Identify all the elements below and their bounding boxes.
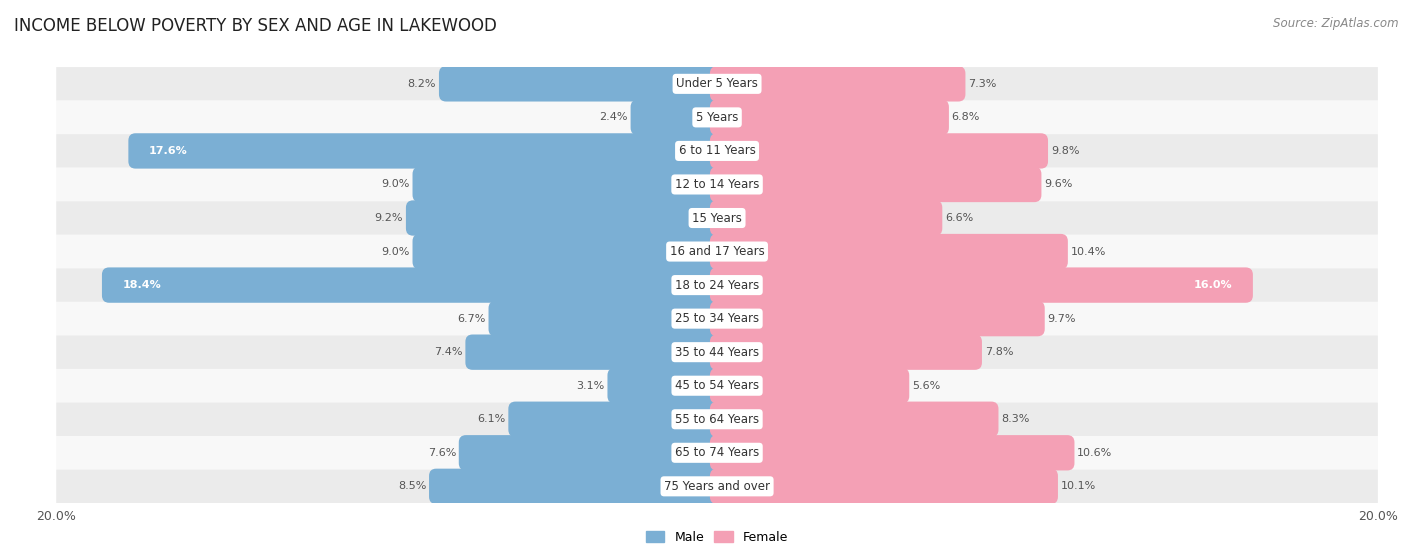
Text: 10.1%: 10.1% [1060,481,1095,491]
FancyBboxPatch shape [103,267,724,303]
FancyBboxPatch shape [406,200,724,236]
Text: 6.7%: 6.7% [457,314,486,324]
FancyBboxPatch shape [56,268,1378,302]
FancyBboxPatch shape [710,435,1074,471]
FancyBboxPatch shape [710,301,1045,337]
FancyBboxPatch shape [412,167,724,202]
FancyBboxPatch shape [710,468,1057,504]
Text: 8.2%: 8.2% [408,79,436,89]
FancyBboxPatch shape [710,368,910,404]
FancyBboxPatch shape [710,167,1042,202]
Text: 10.6%: 10.6% [1077,448,1112,458]
FancyBboxPatch shape [56,101,1378,134]
Text: 55 to 64 Years: 55 to 64 Years [675,413,759,426]
Text: 25 to 34 Years: 25 to 34 Years [675,312,759,325]
FancyBboxPatch shape [56,369,1378,402]
Text: 18 to 24 Years: 18 to 24 Years [675,278,759,292]
Text: Under 5 Years: Under 5 Years [676,77,758,91]
Text: 9.7%: 9.7% [1047,314,1076,324]
Text: 15 Years: 15 Years [692,211,742,225]
FancyBboxPatch shape [56,134,1378,168]
Text: 45 to 54 Years: 45 to 54 Years [675,379,759,392]
FancyBboxPatch shape [56,436,1378,470]
FancyBboxPatch shape [412,234,724,269]
Legend: Male, Female: Male, Female [641,526,793,549]
FancyBboxPatch shape [710,234,1067,269]
Text: 65 to 74 Years: 65 to 74 Years [675,446,759,459]
Text: 18.4%: 18.4% [122,280,162,290]
Text: 6.6%: 6.6% [945,213,973,223]
FancyBboxPatch shape [458,435,724,471]
FancyBboxPatch shape [56,302,1378,335]
FancyBboxPatch shape [710,200,942,236]
Text: Source: ZipAtlas.com: Source: ZipAtlas.com [1274,17,1399,30]
Text: 16.0%: 16.0% [1194,280,1233,290]
FancyBboxPatch shape [429,468,724,504]
Text: 9.6%: 9.6% [1045,179,1073,190]
FancyBboxPatch shape [56,335,1378,369]
FancyBboxPatch shape [128,133,724,169]
Text: 7.6%: 7.6% [427,448,456,458]
Text: 9.0%: 9.0% [381,179,409,190]
FancyBboxPatch shape [488,301,724,337]
FancyBboxPatch shape [710,401,998,437]
Text: 2.4%: 2.4% [599,112,628,122]
FancyBboxPatch shape [56,470,1378,503]
FancyBboxPatch shape [56,235,1378,268]
FancyBboxPatch shape [56,67,1378,101]
FancyBboxPatch shape [607,368,724,404]
Text: 5 Years: 5 Years [696,111,738,124]
Text: 6.8%: 6.8% [952,112,980,122]
FancyBboxPatch shape [710,133,1047,169]
Text: 8.3%: 8.3% [1001,414,1029,424]
Text: INCOME BELOW POVERTY BY SEX AND AGE IN LAKEWOOD: INCOME BELOW POVERTY BY SEX AND AGE IN L… [14,17,496,35]
FancyBboxPatch shape [509,401,724,437]
Text: 35 to 44 Years: 35 to 44 Years [675,345,759,359]
Text: 9.2%: 9.2% [374,213,404,223]
FancyBboxPatch shape [710,100,949,135]
Text: 6 to 11 Years: 6 to 11 Years [679,144,755,158]
Text: 8.5%: 8.5% [398,481,426,491]
Text: 16 and 17 Years: 16 and 17 Years [669,245,765,258]
FancyBboxPatch shape [56,402,1378,436]
Text: 5.6%: 5.6% [912,381,941,391]
Text: 10.4%: 10.4% [1070,247,1107,257]
Text: 7.3%: 7.3% [969,79,997,89]
FancyBboxPatch shape [710,334,981,370]
Text: 9.0%: 9.0% [381,247,409,257]
Text: 9.8%: 9.8% [1050,146,1080,156]
Text: 17.6%: 17.6% [149,146,187,156]
FancyBboxPatch shape [56,201,1378,235]
FancyBboxPatch shape [439,66,724,102]
FancyBboxPatch shape [710,66,966,102]
FancyBboxPatch shape [710,267,1253,303]
Text: 3.1%: 3.1% [576,381,605,391]
Text: 75 Years and over: 75 Years and over [664,480,770,493]
Text: 7.8%: 7.8% [984,347,1014,357]
Text: 6.1%: 6.1% [478,414,506,424]
Text: 12 to 14 Years: 12 to 14 Years [675,178,759,191]
FancyBboxPatch shape [631,100,724,135]
Text: 7.4%: 7.4% [434,347,463,357]
FancyBboxPatch shape [56,168,1378,201]
FancyBboxPatch shape [465,334,724,370]
